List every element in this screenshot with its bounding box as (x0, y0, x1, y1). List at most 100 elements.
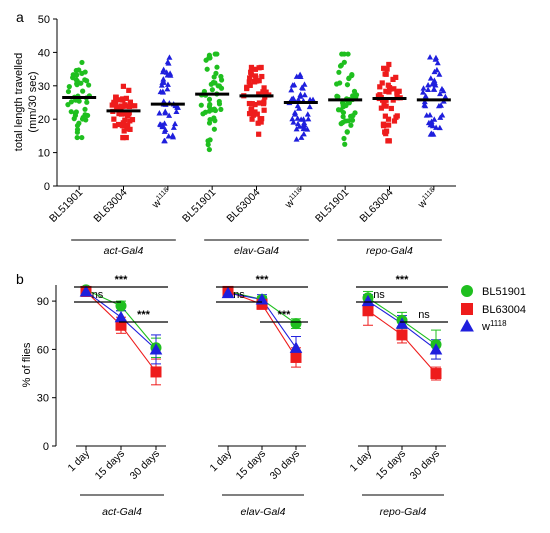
x-tick-label: w1118 (149, 187, 174, 212)
data-point (173, 108, 180, 115)
data-point (250, 112, 256, 118)
group-label: repo-Gal4 (366, 245, 413, 257)
data-point (289, 115, 296, 122)
data-point (427, 54, 433, 60)
data-point (120, 134, 126, 141)
data-point (211, 126, 217, 132)
data-point (258, 64, 264, 71)
data-point (206, 120, 213, 126)
data-point (162, 108, 169, 114)
data-point (156, 110, 163, 116)
data-point (339, 51, 345, 57)
data-point (164, 86, 171, 92)
data-point (79, 59, 85, 66)
data-point (306, 103, 313, 110)
x-tick-label: 15 days (93, 448, 127, 482)
x-tick-label: BL63004 (224, 187, 262, 225)
data-point (305, 115, 312, 122)
y-tick-label: 90 (37, 296, 49, 308)
data-point (379, 97, 386, 103)
data-point (172, 120, 179, 127)
data-point (420, 85, 427, 91)
x-tick-label: w1118 (415, 187, 440, 212)
data-point (393, 114, 399, 120)
data-point (249, 101, 255, 107)
data-point (170, 124, 177, 130)
data-point (390, 76, 396, 83)
data-point (109, 102, 115, 108)
panel-a-letter: a (16, 9, 24, 25)
data-point (122, 102, 128, 108)
data-point (115, 300, 127, 312)
data-point (396, 329, 408, 341)
data-point (65, 102, 71, 108)
data-point (161, 137, 168, 144)
y-tick-label: 30 (37, 393, 49, 405)
legend-label: BL51901 (482, 286, 526, 298)
y-axis-title: total length travelled (13, 53, 25, 151)
data-point (118, 103, 124, 109)
data-point (160, 79, 167, 85)
data-point (246, 100, 253, 107)
data-point (73, 109, 79, 115)
data-point (290, 351, 302, 363)
data-point (246, 111, 253, 117)
data-point (344, 129, 350, 135)
data-point (206, 103, 213, 110)
data-point (166, 54, 173, 60)
data-point (249, 106, 255, 112)
data-point (429, 343, 443, 355)
data-point (76, 120, 82, 126)
data-point (74, 72, 80, 78)
data-point (214, 51, 220, 57)
data-point (433, 124, 440, 130)
data-point (294, 120, 301, 127)
data-point (343, 102, 349, 109)
data-point (209, 107, 216, 113)
data-point (350, 113, 356, 119)
data-point (164, 58, 171, 65)
data-point (260, 89, 266, 95)
data-point (124, 126, 130, 132)
data-point (297, 73, 304, 80)
data-point (213, 70, 219, 76)
y-tick-label: 0 (43, 441, 49, 453)
data-point (382, 71, 388, 77)
data-point (428, 131, 435, 137)
y-axis-title-units: (mm/30 sec) (27, 71, 39, 132)
data-point (211, 115, 217, 121)
data-point (210, 79, 216, 86)
data-point (256, 131, 262, 137)
data-point (114, 310, 128, 323)
data-point (390, 97, 396, 103)
data-point (294, 115, 301, 121)
data-point (86, 82, 92, 88)
data-point (209, 87, 215, 93)
legend: BL51901 BL63004 w1118 (460, 285, 526, 333)
data-point (345, 118, 352, 124)
data-point (158, 82, 165, 88)
data-point (394, 91, 400, 97)
data-point (298, 134, 305, 140)
data-point (349, 72, 355, 78)
data-point (429, 81, 436, 87)
data-point (248, 64, 255, 71)
data-point (431, 77, 438, 83)
data-point (120, 83, 126, 89)
data-point (348, 122, 354, 128)
data-point (295, 96, 302, 103)
data-point (165, 133, 172, 139)
data-point (288, 87, 295, 93)
data-point (261, 99, 267, 105)
data-point (116, 111, 122, 117)
data-point (263, 89, 269, 95)
data-point (382, 113, 388, 119)
data-point (421, 98, 428, 105)
data-point (244, 85, 250, 92)
data-point (206, 146, 212, 153)
data-point (150, 366, 162, 378)
x-tick-label: BL51901 (313, 187, 351, 225)
data-point (221, 286, 235, 299)
data-point (127, 118, 133, 124)
data-point (433, 66, 440, 73)
